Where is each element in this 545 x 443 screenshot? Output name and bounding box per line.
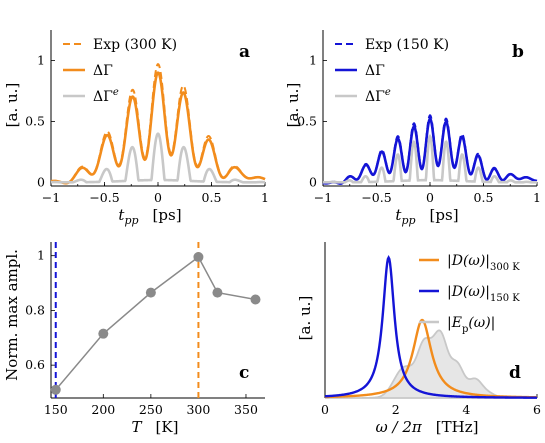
panel-a-plot-area: −1 −0.5 0 0.5 1 0 0.5 1 Exp (300 K) ΔΓ ΔΓe (25, 30, 269, 205)
pc-connector (55, 255, 256, 391)
pa-ytick-label: 1 (37, 52, 45, 67)
pa-legend-entry-2: ΔΓe (93, 87, 119, 105)
panel-c-label: c (239, 363, 249, 383)
pd-xtick-label: 0 (321, 402, 329, 417)
panel-b-xlabel: tpp [ps] (395, 206, 458, 227)
pb-xtick-label: 1 (533, 190, 541, 205)
panel-a-ylabel: [a. u.] (3, 83, 21, 128)
pa-series-2 (50, 132, 266, 184)
pa-ytick-label: 0.5 (25, 113, 45, 128)
pd-legend-entry-0: |D(ω)|300 K (447, 253, 520, 273)
pb-series-1 (322, 117, 538, 185)
pa-series-1 (50, 71, 266, 185)
pa-xtick-label: −1 (42, 190, 60, 205)
pc-xtick-label: 150 (44, 402, 68, 417)
panel-d-xlabel: ω / 2π [THz] (376, 418, 479, 436)
panel-d-ylabel: [a. u.] (296, 296, 314, 341)
pa-xtick-label: 0 (154, 190, 162, 205)
pc-ytick-label: 0.6 (25, 357, 45, 372)
panel-d-label: d (509, 363, 521, 383)
pd-legend-entry-2: |Ep(ω)| (447, 315, 495, 335)
panel-b-label: b (512, 42, 524, 62)
pc-xtick-label: 200 (91, 402, 115, 417)
pc-ytick-label: 1 (37, 248, 45, 263)
pc-ytick-label: 0.8 (25, 302, 45, 317)
pa-xtick-label: 1 (261, 190, 269, 205)
pc-xtick-label: 300 (186, 402, 210, 417)
pb-series-2 (322, 134, 538, 184)
panel-c: 150 200 250 300 350 0.6 0.8 1 Norm. max ampl. T… (3, 242, 265, 436)
pa-xtick-label: −0.5 (89, 190, 119, 205)
panel-a-label: a (239, 42, 250, 62)
pb-xtick-label: −1 (314, 190, 332, 205)
pc-point-5 (250, 294, 261, 305)
pb-ytick-label: 0.5 (297, 113, 317, 128)
pc-point-0 (50, 384, 61, 395)
pc-xtick-label: 250 (139, 402, 163, 417)
pd-legend-entry-1: |D(ω)|150 K (447, 284, 520, 304)
pb-xtick-label: 0.5 (474, 190, 494, 205)
pc-point-1 (98, 328, 109, 339)
panel-a: −1 −0.5 0 0.5 1 0 0.5 1 Exp (300 K) ΔΓ ΔΓe [a. u.]… (3, 30, 269, 227)
panel-b: −1 −0.5 0 0.5 1 0 0.5 1 Exp (150 K) ΔΓ ΔΓe [a. u.]… (284, 30, 541, 227)
pb-legend-entry-0: Exp (150 K) (365, 37, 449, 53)
pb-series-0 (322, 114, 538, 185)
pa-xtick-label: 0.5 (202, 190, 222, 205)
pd-series-2 (325, 329, 537, 399)
panel-c-ylabel: Norm. max ampl. (3, 249, 21, 381)
pb-xtick-label: −0.5 (361, 190, 391, 205)
pd-series-1 (324, 254, 537, 399)
panel-b-ylabel: [a. u.] (284, 83, 302, 128)
panel-b-plot-area: −1 −0.5 0 0.5 1 0 0.5 1 Exp (150 K) ΔΓ ΔΓe (297, 30, 541, 205)
pa-series-0 (50, 63, 266, 185)
panel-a-xlabel: tpp [ps] (118, 206, 181, 227)
pc-point-4 (212, 287, 223, 298)
pb-legend-entry-2: ΔΓe (365, 87, 391, 105)
pd-xtick-label: 2 (392, 402, 400, 417)
pb-xtick-label: 0 (426, 190, 434, 205)
pb-ytick-label: 0 (309, 174, 317, 189)
pa-legend-entry-1: ΔΓ (93, 63, 113, 79)
panel-c-plot-area: 150 200 250 300 350 0.6 0.8 1 (25, 242, 265, 417)
panel-c-xlabel: T [K] (132, 418, 179, 436)
pd-xtick-label: 4 (462, 402, 470, 417)
panel-d-plot-area: 0 2 4 6 |D(ω)|300 K |D(ω)|150 K |Ep(ω)| (321, 242, 541, 417)
pa-ytick-label: 0 (37, 174, 45, 189)
pc-point-2 (145, 287, 156, 298)
pd-xtick-label: 6 (533, 402, 541, 417)
panel-d: 0 2 4 6 |D(ω)|300 K |D(ω)|150 K |Ep(ω)| [a. u.… (296, 242, 541, 436)
pc-xtick-label: 350 (234, 402, 258, 417)
pb-ytick-label: 1 (309, 52, 317, 67)
pa-legend-entry-0: Exp (300 K) (93, 37, 177, 53)
pb-legend-entry-1: ΔΓ (365, 63, 385, 79)
pc-point-3 (193, 252, 204, 263)
